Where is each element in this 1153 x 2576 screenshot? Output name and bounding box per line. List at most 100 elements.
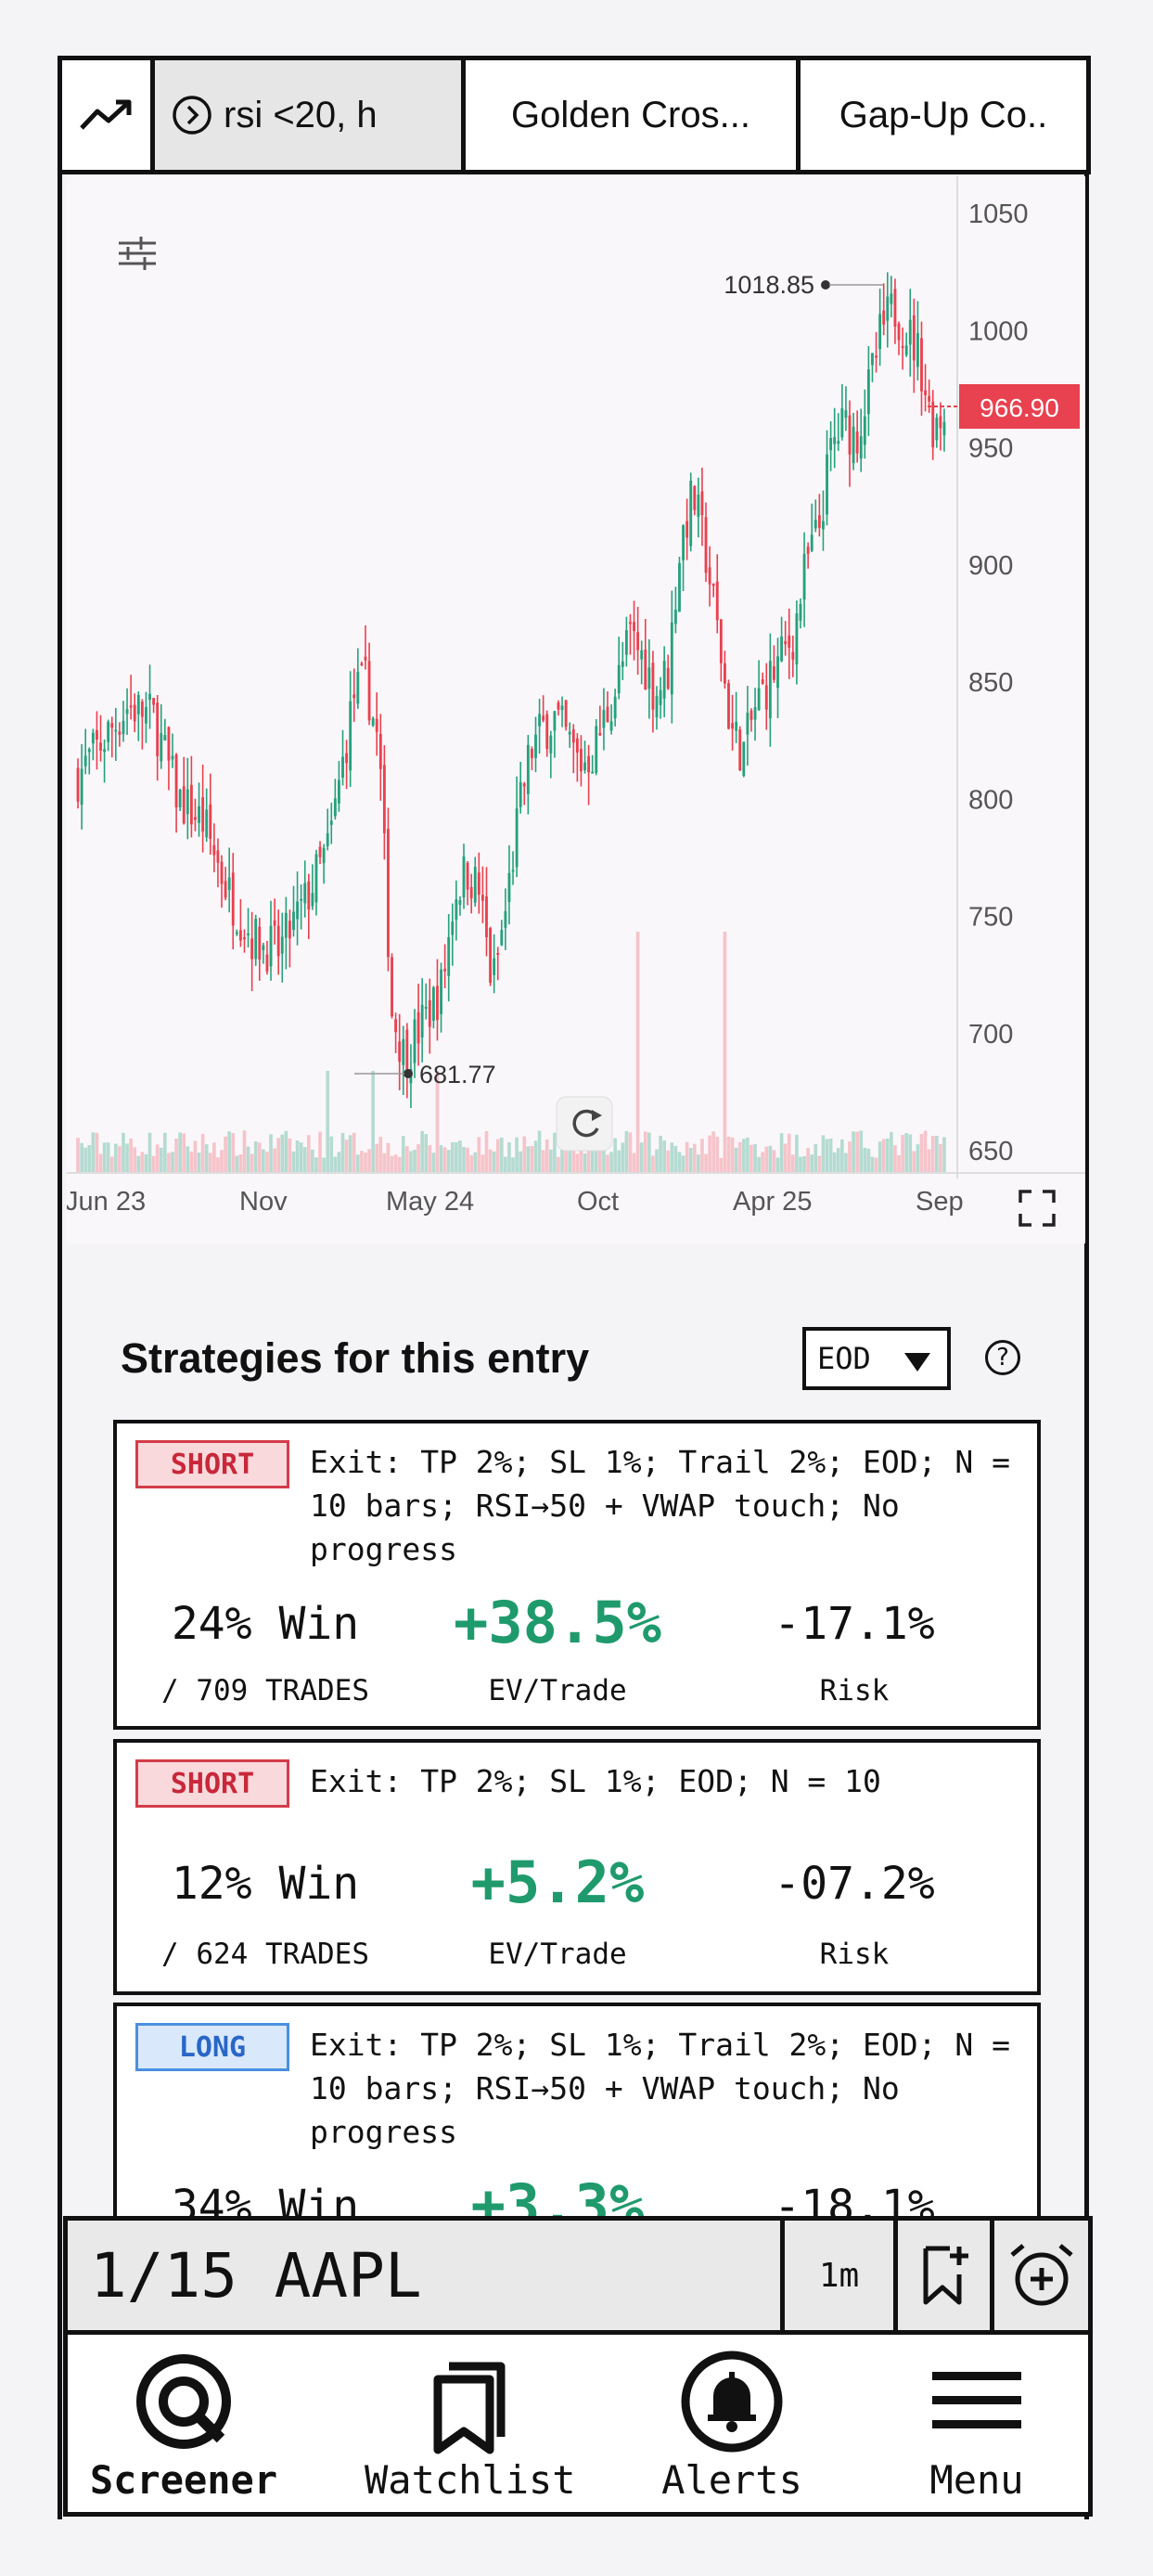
candle-body: [519, 781, 522, 807]
tab-gap-up[interactable]: Gap-Up Co..: [801, 60, 1086, 170]
volume-bar: [378, 1136, 383, 1173]
candle-body: [799, 603, 802, 621]
interval-button[interactable]: 1m: [780, 2221, 893, 2330]
candle-body: [617, 664, 621, 694]
volume-bar: [409, 1151, 413, 1173]
candle-body: [621, 661, 624, 667]
candle-body: [848, 415, 852, 455]
candle-body: [420, 1004, 424, 1038]
candle-body: [489, 928, 492, 984]
candle-body: [243, 937, 246, 940]
candle-body: [375, 718, 378, 732]
candle-body: [882, 310, 886, 325]
candle-body: [875, 355, 878, 358]
volume-bar: [651, 1155, 655, 1173]
volume-bar: [102, 1142, 107, 1173]
volume-bar: [87, 1144, 92, 1173]
help-icon[interactable]: ?: [985, 1340, 1020, 1375]
candle-body: [564, 700, 568, 728]
volume-bar: [579, 1130, 583, 1173]
candle-body: [942, 421, 946, 436]
candle-body: [443, 969, 447, 972]
volume-bar: [348, 1135, 352, 1173]
volume-bar: [492, 1151, 496, 1173]
volume-bar: [844, 1153, 848, 1173]
candle-body: [466, 862, 469, 890]
nav-watchlist[interactable]: Watchlist: [365, 2335, 576, 2512]
volume-bar: [413, 1150, 416, 1173]
candle-body: [591, 771, 595, 774]
candle-body: [678, 562, 681, 612]
volume-bar: [95, 1132, 99, 1173]
volume-bar: [129, 1138, 133, 1173]
volume-bar: [227, 1131, 232, 1173]
volume-bar: [568, 1136, 572, 1173]
volume-bar: [484, 1130, 489, 1173]
candle-body: [352, 694, 356, 699]
volume-bar: [178, 1132, 182, 1173]
candle-body: [235, 932, 238, 934]
candle-body: [837, 441, 840, 444]
nav-screener[interactable]: Screener: [68, 2335, 300, 2512]
volume-bar: [897, 1154, 901, 1173]
tab-rsi[interactable]: rsi <20, h: [155, 60, 466, 170]
x-tick-label: Apr 25: [733, 1187, 812, 1217]
volume-bar: [859, 1130, 864, 1173]
candle-body: [901, 345, 904, 348]
tab-label: Golden Cros...: [511, 94, 750, 135]
volume-bar: [901, 1134, 904, 1173]
volume-bar: [912, 1151, 916, 1173]
volume-bar: [704, 1153, 708, 1173]
candle-body: [795, 613, 799, 664]
candle-body: [284, 912, 288, 938]
volume-bar: [602, 1134, 606, 1173]
chart-settings-icon[interactable]: [119, 237, 156, 270]
candle-body: [224, 881, 227, 898]
candle-body: [307, 881, 311, 910]
candle-body: [477, 872, 480, 895]
candle-body: [806, 547, 810, 554]
volume-bar: [666, 1150, 671, 1173]
volume-bar: [908, 1134, 913, 1173]
candle-body: [238, 930, 242, 941]
candle-body: [136, 695, 140, 715]
fullscreen-icon[interactable]: [1018, 1190, 1056, 1227]
volume-bar: [393, 1154, 398, 1173]
nav-alerts[interactable]: Alerts: [639, 2335, 825, 2512]
candle-body: [333, 798, 337, 817]
volume-bar: [560, 1134, 564, 1173]
trend-tab[interactable]: [62, 60, 155, 170]
volume-bar: [91, 1132, 96, 1173]
volume-bar: [462, 1147, 466, 1173]
volume-bar: [216, 1157, 220, 1173]
nav-menu[interactable]: Menu: [893, 2335, 1060, 2512]
volume-bar: [828, 1138, 833, 1173]
candle-body: [829, 437, 833, 451]
candle-body: [651, 663, 655, 710]
ticker-bar: 1/15 AAPL 1m: [63, 2216, 1093, 2335]
ticker-label[interactable]: 1/15 AAPL: [90, 2239, 422, 2312]
price-chart[interactable]: 1050 1000 950 900 850 800 750 700 650 Jun 23 Nov M…: [67, 176, 1085, 1243]
volume-bar: [442, 1147, 447, 1173]
candlestick-chart[interactable]: 1050 1000 950 900 850 800 750 700 650 Jun 23 Nov M…: [67, 176, 1085, 1243]
volume-bar: [624, 1130, 629, 1173]
candle-body: [640, 650, 644, 660]
period-select[interactable]: EOD: [802, 1327, 951, 1390]
tab-golden-cross[interactable]: Golden Cros...: [466, 60, 801, 170]
strategy-card[interactable]: SHORT Exit: TP 2%; SL 1%; Trail 2%; EOD;…: [113, 1420, 1041, 1730]
volume-bar: [863, 1147, 867, 1173]
candle-body: [735, 721, 738, 731]
candle-body: [96, 729, 98, 740]
volume-bar: [530, 1146, 534, 1173]
strategy-card[interactable]: LONG Exit: TP 2%; SL 1%; Trail 2%; EOD; …: [113, 2003, 1041, 2218]
volume-bar: [291, 1151, 296, 1173]
volume-bar: [632, 1153, 636, 1173]
add-alert-button[interactable]: [990, 2221, 1088, 2330]
add-to-watchlist-button[interactable]: [893, 2221, 990, 2330]
chart-reset-button[interactable]: [556, 1096, 613, 1152]
volume-bar: [673, 1145, 678, 1173]
volume-bar: [586, 1142, 591, 1173]
candle-body: [738, 729, 742, 771]
candle-body: [398, 1041, 402, 1063]
strategy-card[interactable]: SHORT Exit: TP 2%; SL 1%; EOD; N = 10 12…: [113, 1739, 1041, 1995]
